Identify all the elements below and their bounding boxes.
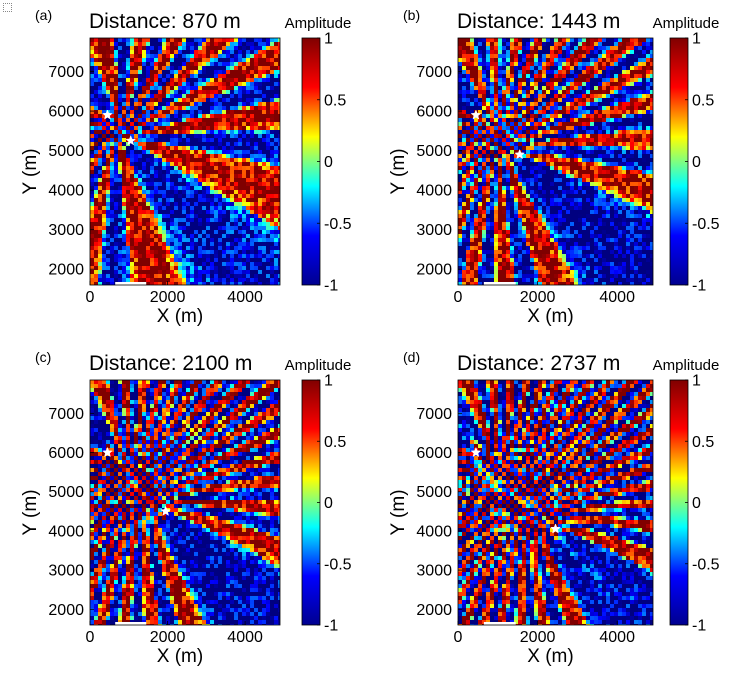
- corner-checkbox-icon: [3, 3, 12, 12]
- x-tick-label: 0: [454, 629, 463, 646]
- colorbar-tick-label: -0.5: [692, 216, 720, 233]
- colorbar-tick-label: -0.5: [692, 556, 720, 573]
- y-tick-label: 4000: [416, 523, 452, 540]
- colorbar-tick-label: 0: [692, 154, 701, 171]
- y-tick-label: 4000: [48, 523, 84, 540]
- x-axis-label: X (m): [157, 646, 203, 667]
- x-tick-label: 4000: [599, 629, 635, 646]
- y-tick-label: 3000: [48, 563, 84, 580]
- x-tick-label: 2000: [150, 629, 186, 646]
- colorbar-tick-label: 0.5: [692, 92, 714, 109]
- colorbar-tick-label: 0.5: [324, 434, 346, 451]
- y-tick-label: 4000: [416, 183, 452, 200]
- scale-bar: [115, 622, 146, 625]
- y-tick-label: 6000: [48, 104, 84, 121]
- colorbar-label: Amplitude: [653, 357, 720, 374]
- y-tick-label: 5000: [48, 143, 84, 160]
- colorbar-tick-label: 0.5: [324, 92, 346, 109]
- y-tick-label: 4000: [48, 183, 84, 200]
- x-axis-label: X (m): [527, 646, 573, 667]
- x-tick-label: 0: [454, 289, 463, 306]
- colorbar-label: Amplitude: [285, 357, 352, 374]
- chart-title: Distance: 2737 m: [457, 352, 620, 375]
- colorbar-tick-label: 1: [692, 373, 701, 390]
- colorbar-tick-label: 1: [692, 31, 701, 48]
- y-tick-label: 7000: [48, 406, 84, 423]
- x-axis-label: X (m): [527, 306, 573, 327]
- y-axis-label: Y (m): [20, 148, 41, 194]
- y-tick-label: 6000: [416, 445, 452, 462]
- chart-title: Distance: 870 m: [89, 10, 241, 33]
- x-tick-label: 4000: [227, 629, 263, 646]
- y-tick-label: 2000: [48, 602, 84, 619]
- colorbar-tick-label: 1: [324, 31, 333, 48]
- colorbar-tick-label: -1: [324, 618, 338, 635]
- panel-label: (a): [35, 7, 52, 23]
- y-tick-label: 5000: [416, 143, 452, 160]
- scale-bar: [115, 282, 146, 285]
- x-tick-label: 2000: [520, 289, 556, 306]
- y-tick-label: 2000: [416, 602, 452, 619]
- colorbar-tick-label: -1: [692, 618, 706, 635]
- heatmap-image: [90, 380, 282, 628]
- colorbar-label: Amplitude: [653, 15, 720, 32]
- y-axis-label: Y (m): [20, 489, 41, 535]
- scale-bar: [484, 622, 516, 625]
- panel-label: (d): [403, 349, 420, 365]
- y-tick-label: 5000: [48, 484, 84, 501]
- x-tick-label: 4000: [227, 289, 263, 306]
- y-tick-label: 3000: [416, 563, 452, 580]
- y-axis-label: Y (m): [388, 489, 409, 535]
- x-tick-label: 2000: [150, 289, 186, 306]
- x-tick-label: 0: [86, 629, 95, 646]
- y-tick-label: 2000: [416, 262, 452, 279]
- panel-label: (c): [35, 349, 51, 365]
- chart-title: Distance: 1443 m: [457, 10, 620, 33]
- y-tick-label: 3000: [48, 222, 84, 239]
- scale-bar: [484, 282, 516, 285]
- x-tick-label: 4000: [599, 289, 635, 306]
- colorbar-label: Amplitude: [285, 15, 352, 32]
- x-tick-label: 2000: [520, 629, 556, 646]
- y-tick-label: 7000: [48, 64, 84, 81]
- colorbar-tick-label: 1: [324, 373, 333, 390]
- colorbar-tick-label: 0: [324, 495, 333, 512]
- colorbar-tick-label: 0.5: [692, 434, 714, 451]
- heatmap-image: [458, 380, 654, 628]
- y-axis-label: Y (m): [388, 148, 409, 194]
- colorbar-tick-label: -1: [324, 278, 338, 295]
- colorbar-tick-label: -0.5: [324, 216, 352, 233]
- heatmap-image: [90, 38, 282, 286]
- x-axis-label: X (m): [157, 306, 203, 327]
- chart-title: Distance: 2100 m: [89, 352, 252, 375]
- heatmap-image: [458, 38, 654, 286]
- panel-label: (b): [403, 7, 420, 23]
- y-tick-label: 6000: [48, 445, 84, 462]
- colorbar-tick-label: 0: [324, 154, 333, 171]
- y-tick-label: 7000: [416, 64, 452, 81]
- y-tick-label: 7000: [416, 406, 452, 423]
- y-tick-label: 6000: [416, 104, 452, 121]
- x-tick-label: 0: [86, 289, 95, 306]
- colorbar-tick-label: -1: [692, 278, 706, 295]
- colorbar-tick-label: -0.5: [324, 556, 352, 573]
- colorbar-tick-label: 0: [692, 495, 701, 512]
- y-tick-label: 3000: [416, 222, 452, 239]
- y-tick-label: 2000: [48, 262, 84, 279]
- y-tick-label: 5000: [416, 484, 452, 501]
